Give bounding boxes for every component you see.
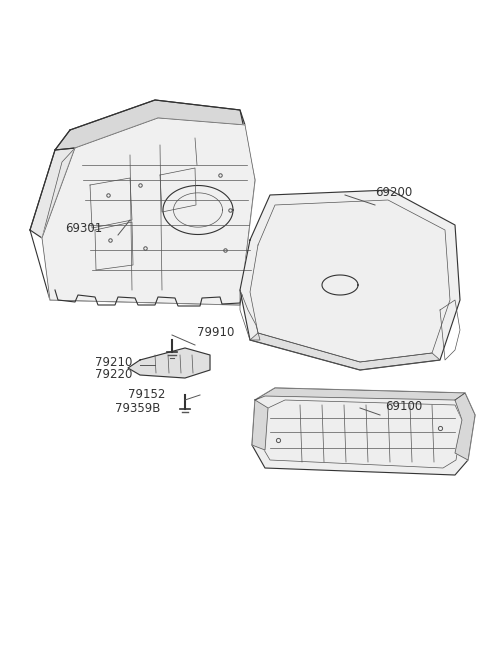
Text: 69200: 69200: [375, 187, 412, 200]
Text: 69100: 69100: [385, 400, 422, 413]
Polygon shape: [252, 388, 475, 475]
Polygon shape: [128, 348, 210, 378]
Text: 79910: 79910: [197, 326, 234, 339]
Text: 69301: 69301: [65, 221, 102, 234]
Polygon shape: [240, 190, 460, 370]
Text: 79152: 79152: [128, 388, 166, 402]
Polygon shape: [42, 118, 255, 305]
Polygon shape: [455, 393, 475, 460]
Text: 79210: 79210: [95, 356, 132, 369]
Text: 79220: 79220: [95, 369, 132, 381]
Polygon shape: [252, 400, 268, 450]
Polygon shape: [55, 100, 245, 150]
Polygon shape: [255, 388, 465, 400]
Polygon shape: [250, 333, 440, 370]
Polygon shape: [30, 148, 75, 238]
Text: 79359B: 79359B: [115, 402, 160, 415]
